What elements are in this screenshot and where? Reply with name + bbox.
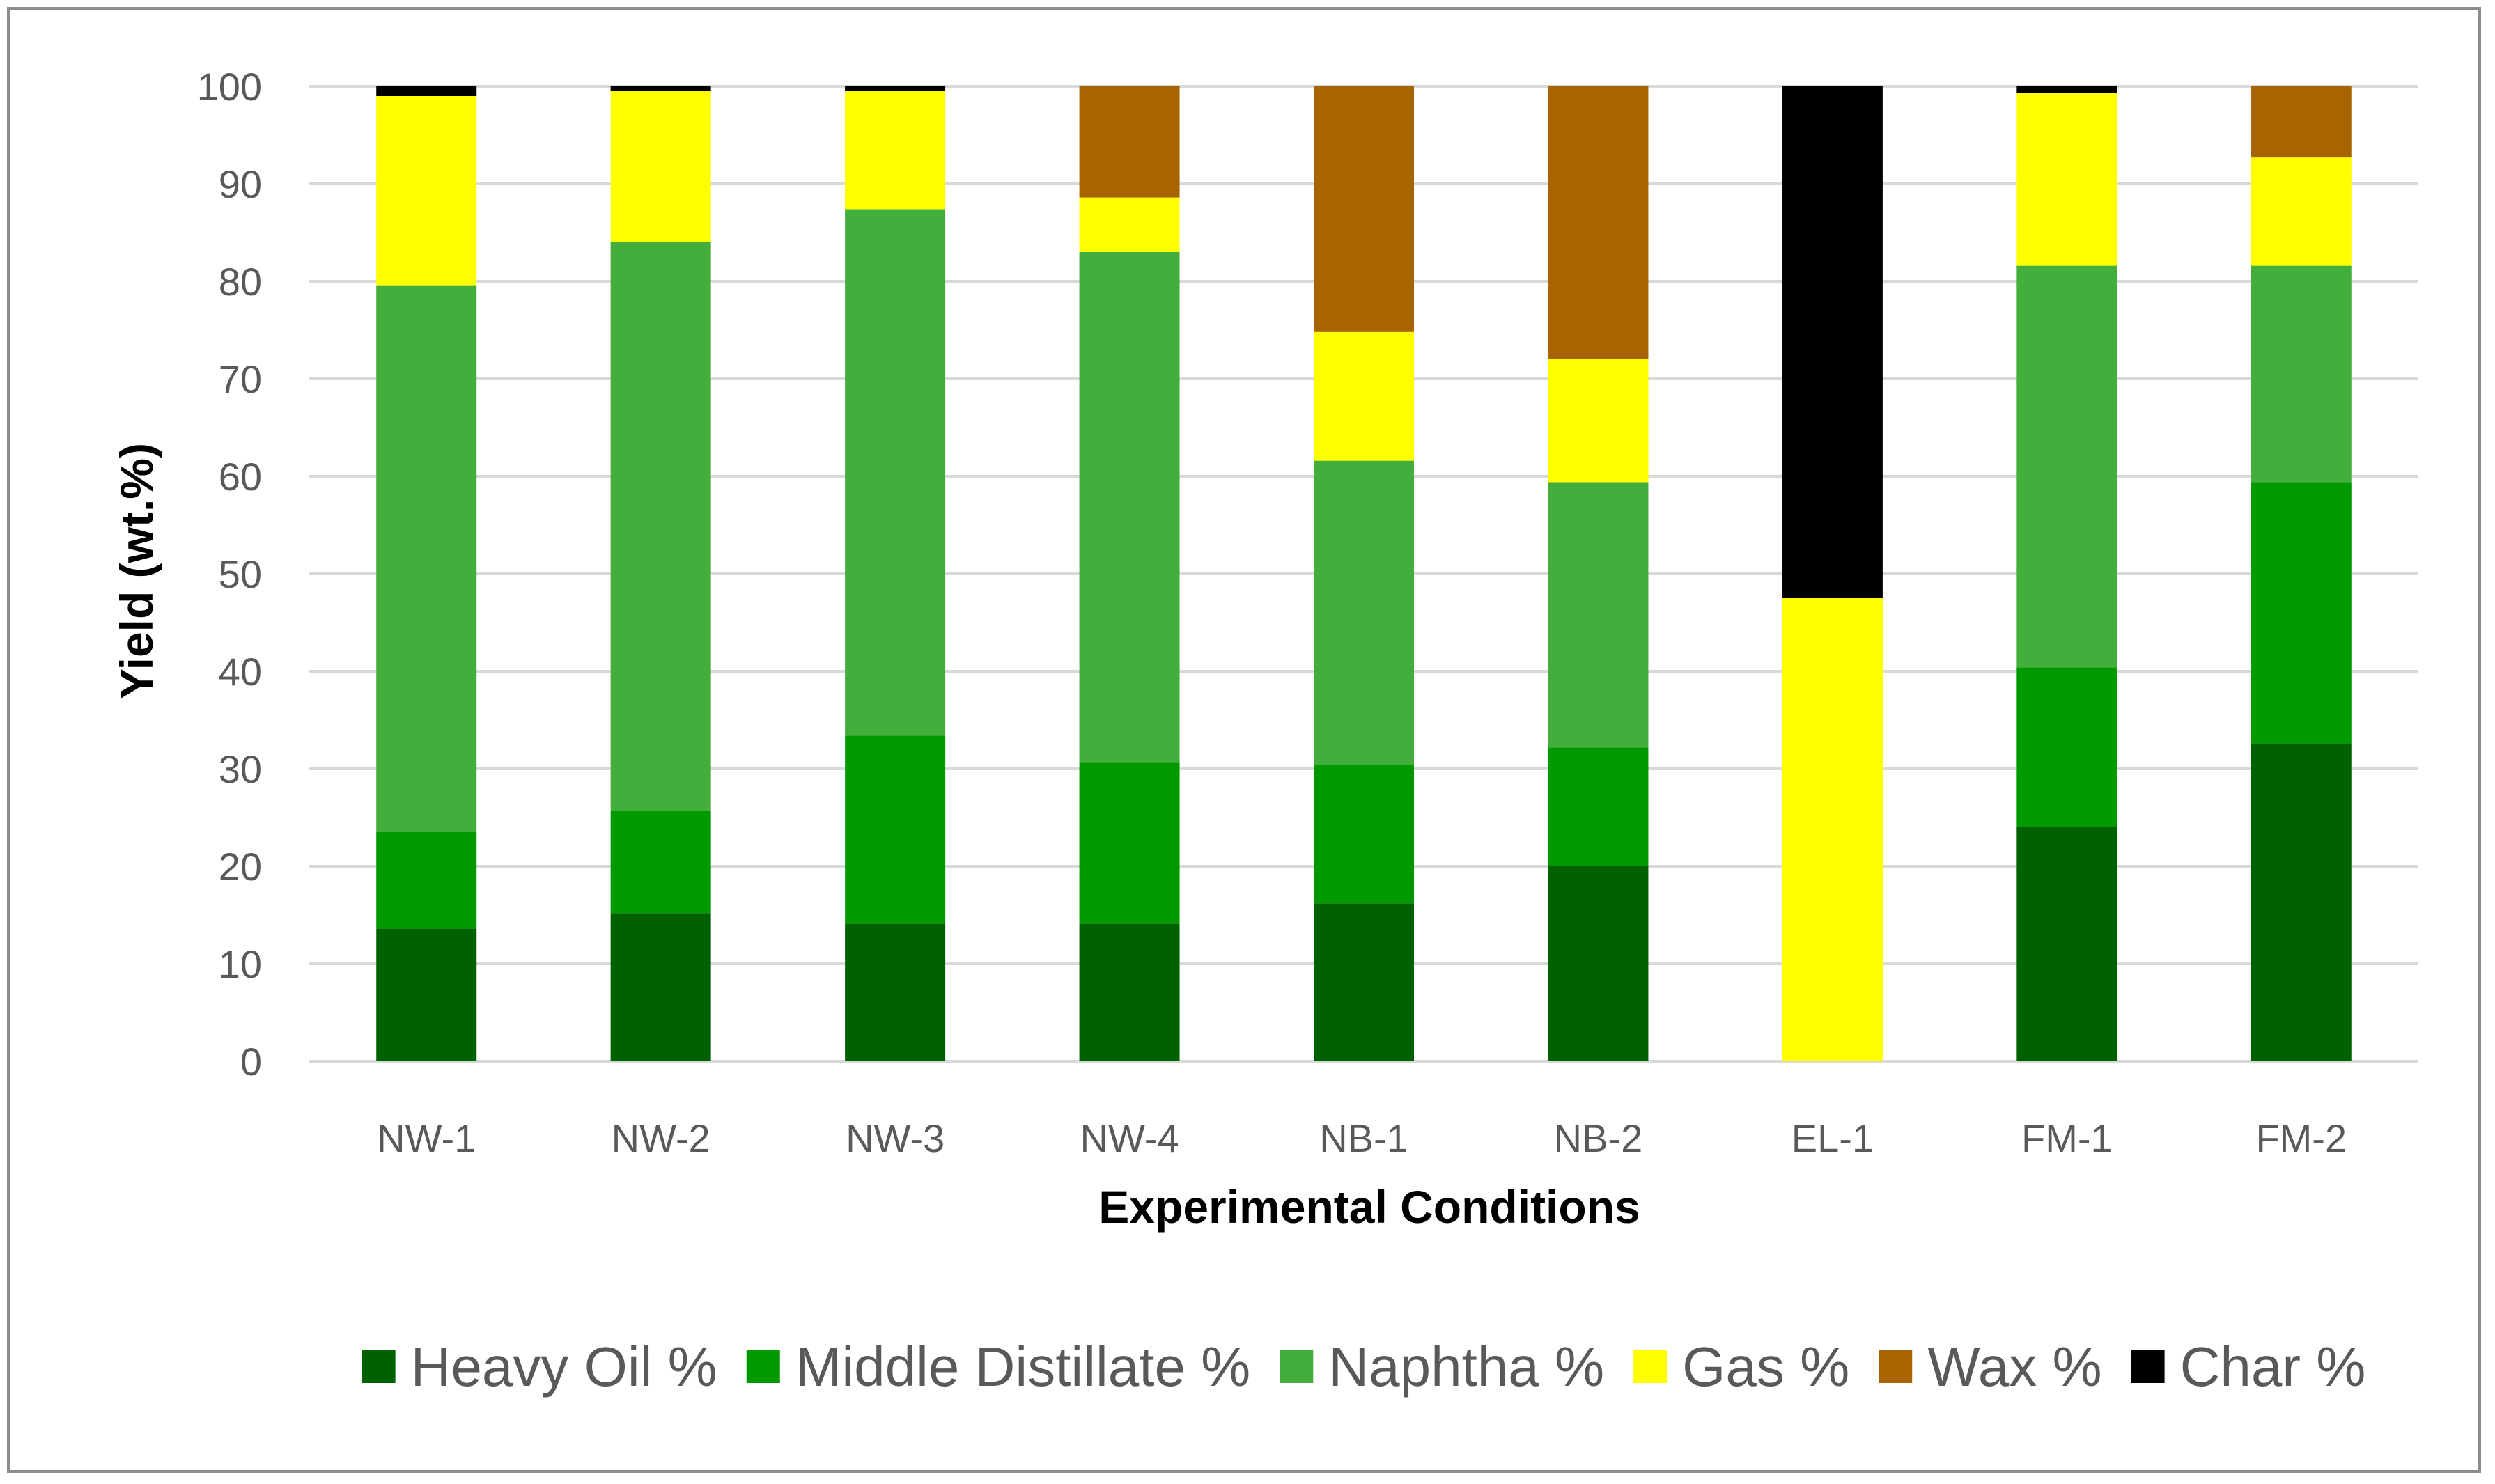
y-tick-label: 100 (197, 65, 262, 109)
x-tick-label: EL-1 (1791, 1116, 1874, 1160)
bar-segment-nb-1-1 (1314, 765, 1414, 904)
x-tick-label: FM-2 (2255, 1116, 2347, 1160)
y-tick-label: 80 (219, 260, 262, 304)
bar-segment-nb-1-3 (1314, 331, 1414, 461)
legend-item: Heavy Oil % (362, 1336, 717, 1398)
legend-swatch (746, 1350, 780, 1383)
legend-item: Middle Distillate % (746, 1336, 1251, 1398)
bar-segment-nw-3-2 (845, 209, 946, 736)
y-tick-label: 10 (219, 942, 262, 986)
x-tick-label: NB-1 (1319, 1116, 1408, 1160)
bar-segment-nb-2-2 (1548, 482, 1649, 748)
bar-segment-fm-2-2 (2251, 265, 2352, 483)
legend-item: Naphtha % (1280, 1336, 1604, 1398)
legend: Heavy Oil % Middle Distillate % Naphtha % G… (362, 1336, 2366, 1398)
legend-item: Gas % (1633, 1336, 1849, 1398)
y-tick-label: 50 (219, 552, 262, 596)
bar-segment-nw-3-1 (845, 735, 946, 924)
legend-swatch (2131, 1350, 2165, 1383)
y-axis-title: Yield (wt.%) (111, 443, 162, 699)
legend-label: Heavy Oil % (411, 1336, 717, 1398)
bar-segment-nw-1-1 (376, 832, 477, 929)
bar-segment-fm-1-0 (2016, 827, 2117, 1061)
legend-swatch (362, 1350, 396, 1383)
legend-label: Char % (2180, 1336, 2366, 1398)
bar-segment-nw-3-0 (845, 923, 946, 1061)
bar-segment-fm-2-4 (2251, 86, 2352, 158)
bar-segment-nw-3-5 (845, 86, 946, 91)
bar-segment-nw-1-3 (376, 96, 477, 286)
legend-item: Wax % (1879, 1336, 2102, 1398)
bar-segment-nb-1-4 (1314, 86, 1414, 332)
legend-label: Naphtha % (1328, 1336, 1604, 1398)
x-tick-label: NW-3 (846, 1116, 945, 1160)
bar-segment-nw-2-3 (610, 91, 711, 242)
legend-label: Gas % (1682, 1336, 1849, 1398)
bar-segment-nb-1-0 (1314, 903, 1414, 1061)
x-tick-label: NB-2 (1554, 1116, 1643, 1160)
x-tick-label: NW-2 (612, 1116, 710, 1160)
y-tick-label: 90 (219, 162, 262, 206)
bar-segment-fm-1-1 (2016, 667, 2117, 827)
x-tick-label: NW-1 (377, 1116, 476, 1160)
bar-segment-nw-2-0 (610, 913, 711, 1061)
bar-segment-fm-2-3 (2251, 157, 2352, 266)
legend-swatch (1633, 1350, 1668, 1383)
bars (376, 86, 2352, 1061)
bar-segment-nw-4-4 (1079, 86, 1180, 198)
bar-segment-nw-1-0 (376, 928, 477, 1061)
bar-segment-fm-1-5 (2016, 86, 2117, 93)
bar-segment-nw-4-3 (1079, 197, 1180, 252)
bar-segment-nw-1-2 (376, 285, 477, 833)
x-tick-label: NW-4 (1080, 1116, 1179, 1160)
bar-segment-nw-4-1 (1079, 762, 1180, 924)
bar-segment-nb-2-4 (1548, 86, 1649, 359)
bar-segment-nw-2-1 (610, 811, 711, 914)
bar-segment-nw-4-2 (1079, 252, 1180, 763)
legend-label: Middle Distillate % (795, 1336, 1251, 1398)
bar-segment-nw-1-5 (376, 86, 477, 96)
chart-frame: 0 10 20 30 40 50 60 70 80 90 100 NW-1 NW-2 NW-3 NW-4 N… (7, 7, 2481, 1473)
bar-segment-nw-3-3 (845, 91, 946, 210)
y-axis-ticks: 0 10 20 30 40 50 60 70 80 90 100 (197, 65, 262, 1084)
y-tick-label: 20 (219, 845, 262, 889)
x-tick-label: FM-1 (2021, 1116, 2113, 1160)
bar-segment-el-1-5 (1782, 86, 1883, 598)
legend-label: Wax % (1927, 1336, 2101, 1398)
legend-swatch (1879, 1350, 1913, 1383)
y-tick-label: 0 (240, 1040, 262, 1084)
bar-segment-el-1-3 (1782, 598, 1883, 1061)
bar-segment-fm-1-2 (2016, 265, 2117, 668)
bar-segment-nb-2-3 (1548, 359, 1649, 483)
bar-segment-nb-2-0 (1548, 866, 1649, 1061)
bar-segment-nw-4-0 (1079, 923, 1180, 1061)
legend-item: Char % (2131, 1336, 2366, 1398)
x-axis-title: Experimental Conditions (1098, 1181, 1640, 1233)
bar-segment-fm-2-1 (2251, 482, 2352, 744)
legend-swatch (1280, 1350, 1314, 1383)
bar-segment-nb-2-1 (1548, 747, 1649, 866)
y-tick-label: 40 (219, 650, 262, 694)
y-tick-label: 60 (219, 455, 262, 499)
x-axis-ticks: NW-1 NW-2 NW-3 NW-4 NB-1 NB-2 EL-1 FM-1 FM-2 (377, 1116, 2347, 1160)
bar-segment-fm-2-0 (2251, 743, 2352, 1061)
bar-segment-nw-2-5 (610, 86, 711, 91)
bar-segment-fm-1-3 (2016, 93, 2117, 266)
bar-segment-nb-1-2 (1314, 460, 1414, 765)
bar-segment-nw-2-2 (610, 242, 711, 811)
y-tick-label: 70 (219, 357, 262, 401)
y-tick-label: 30 (219, 747, 262, 791)
